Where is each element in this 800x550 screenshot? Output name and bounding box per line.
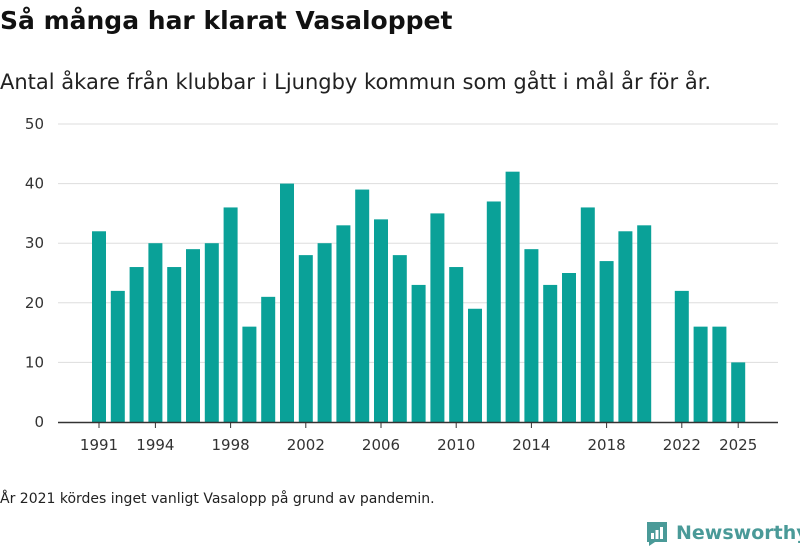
chart-title: Så många har klarat Vasaloppet (0, 6, 453, 35)
bar (92, 231, 106, 422)
bar (280, 183, 294, 422)
bar-chart: 0 10 20 30 40 50 1991 1994 1998 2002 2006 2010 2014 2… (25, 115, 778, 454)
x-tick-label: 1991 (80, 436, 118, 454)
brand-name: Newsworthy (676, 522, 800, 544)
newsworthy-logo-icon (647, 522, 667, 546)
y-tick-label: 30 (25, 234, 44, 252)
bar (204, 243, 219, 422)
bar (186, 249, 200, 422)
bar (110, 290, 125, 422)
y-tick-label: 10 (25, 353, 44, 371)
bar (298, 255, 313, 422)
bar (129, 267, 144, 422)
y-tick-label: 0 (34, 413, 44, 431)
x-tick-label: 2018 (588, 436, 626, 454)
bar (599, 261, 614, 422)
bar (148, 243, 163, 422)
x-tick-label: 1994 (136, 436, 174, 454)
x-tick-label: 2002 (287, 436, 325, 454)
bar (374, 219, 388, 422)
x-tick-label: 2025 (719, 436, 757, 454)
bar (167, 267, 182, 422)
bar (430, 213, 445, 422)
bar (468, 308, 482, 422)
x-tick-label: 2006 (362, 436, 400, 454)
bar (355, 189, 370, 422)
y-tick-label: 50 (25, 115, 44, 133)
bar (261, 296, 276, 422)
x-tick-label: 2022 (663, 436, 701, 454)
bar (562, 273, 576, 422)
y-tick-label: 40 (25, 175, 44, 193)
bar (411, 284, 426, 422)
bar (693, 326, 708, 422)
bar (392, 255, 407, 422)
bar (580, 207, 595, 422)
y-tick-label: 20 (25, 294, 44, 312)
bar (223, 207, 238, 422)
bar (486, 201, 501, 422)
bar (712, 326, 727, 422)
bar (524, 249, 539, 422)
bar (618, 231, 633, 422)
bar (543, 284, 558, 422)
chart-subtitle: Antal åkare från klubbar i Ljungby kommu… (0, 70, 712, 94)
bar (336, 225, 351, 422)
footnote: År 2021 kördes inget vanligt Vasalopp på… (0, 491, 435, 507)
bar (449, 267, 464, 422)
bar (731, 362, 746, 422)
newsworthy-brand: Newsworthy (645, 520, 800, 546)
x-tick-label: 2014 (512, 436, 550, 454)
x-tick-label: 2010 (437, 436, 475, 454)
bar (674, 290, 689, 422)
bar (242, 326, 257, 422)
x-tick-label: 1998 (212, 436, 250, 454)
bar (317, 243, 332, 422)
bar (505, 171, 520, 422)
bar (637, 225, 652, 422)
